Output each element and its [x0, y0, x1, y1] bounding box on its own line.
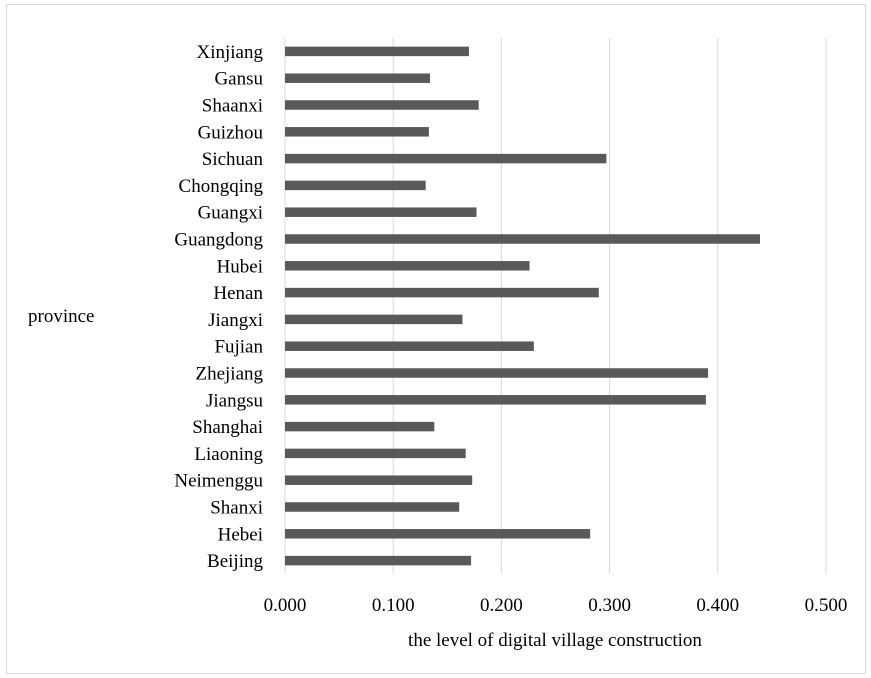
category-label: Guangxi	[198, 203, 263, 224]
category-label: Gansu	[214, 69, 263, 90]
category-label: Chongqing	[179, 176, 264, 197]
category-label: Jiangsu	[206, 390, 264, 411]
category-label: Shanghai	[192, 417, 263, 438]
bar	[285, 127, 429, 137]
x-axis-title: the level of digital village constructio…	[408, 630, 702, 651]
category-label: Guangdong	[174, 230, 263, 251]
category-label: Zhejiang	[195, 364, 263, 385]
bar	[285, 368, 709, 378]
category-label: Shaanxi	[202, 96, 263, 117]
bar	[285, 234, 760, 244]
category-label: Guizhou	[198, 122, 264, 143]
bar	[285, 287, 599, 298]
category-label: Xinjiang	[197, 42, 264, 63]
x-tick-label: 0.000	[264, 595, 307, 616]
bar	[285, 180, 426, 191]
x-tick-labels: 0.000 0.100 0.200 0.300 0.400 0.500	[264, 595, 848, 616]
bar	[285, 529, 591, 539]
bar	[285, 395, 706, 405]
category-label: Shanxi	[210, 498, 263, 519]
bar	[285, 502, 460, 512]
category-label: Liaoning	[194, 444, 263, 465]
bar	[285, 261, 530, 271]
gridlines	[284, 38, 827, 574]
bar	[285, 314, 463, 325]
category-label: Fujian	[214, 337, 263, 358]
x-tick-label: 0.500	[805, 595, 848, 616]
y-axis-title: province	[28, 306, 94, 327]
category-label: Beijing	[207, 551, 263, 572]
category-labels: Xinjiang Gansu Shaanxi Guizhou Sichuan Chongq…	[174, 42, 263, 572]
bar	[285, 555, 472, 566]
bar	[285, 448, 466, 459]
bar	[285, 475, 473, 485]
category-label: Hubei	[217, 256, 263, 277]
x-tick-label: 0.300	[588, 595, 631, 616]
bars	[285, 46, 760, 566]
category-label: Neimenggu	[174, 471, 263, 492]
bar	[285, 421, 435, 432]
x-tick-label: 0.100	[372, 595, 415, 616]
bar	[285, 207, 477, 217]
category-label: Jiangxi	[208, 310, 263, 331]
category-label: Sichuan	[202, 149, 264, 170]
bar	[285, 153, 607, 164]
x-tick-label: 0.400	[696, 595, 739, 616]
bar	[285, 46, 469, 57]
bar	[285, 100, 479, 110]
category-label: Henan	[213, 283, 263, 304]
x-tick-label: 0.200	[480, 595, 523, 616]
category-label: Hebei	[218, 524, 263, 545]
bar	[285, 73, 430, 83]
bar	[285, 341, 534, 351]
